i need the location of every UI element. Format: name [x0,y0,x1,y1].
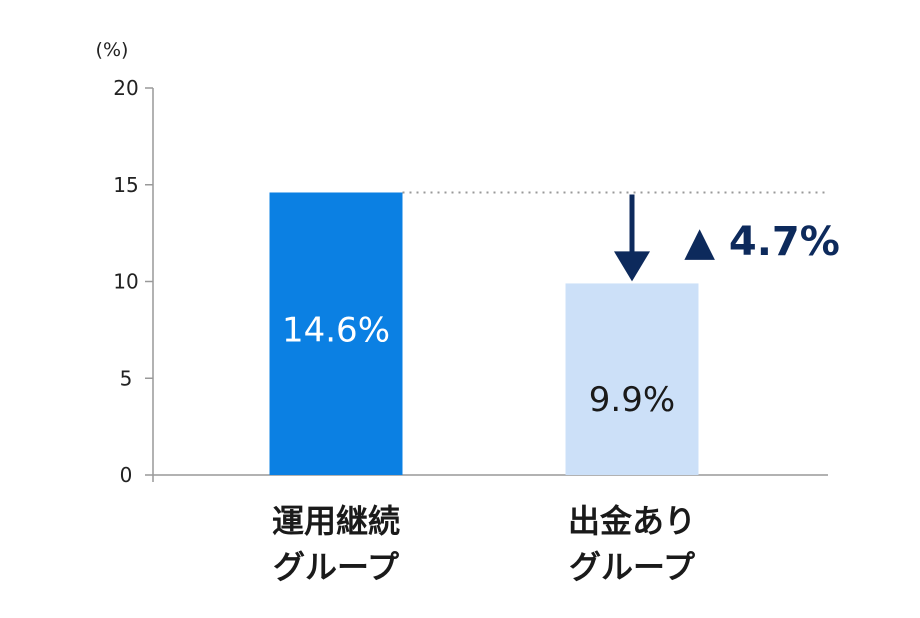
category-label-line2: グループ [569,548,696,586]
y-tick-label: 15 [113,173,138,197]
category-label-line2: グループ [273,548,400,586]
bar-1 [269,192,403,476]
category-label-line1: 運用継続 [272,502,400,540]
y-axis-ticks: 0 5 10 15 20 [113,76,153,487]
bar-value-label: 14.6% [282,311,390,351]
difference-label: ▲ 4.7% [684,219,840,265]
y-axis-unit: (%) [96,39,129,61]
bars-group: 14.6% 9.9% [269,192,699,476]
decrease-arrow-head [614,251,650,282]
y-tick-label: 0 [120,463,133,487]
category-label-line1: 出金あり [568,502,696,540]
bar-value-label: 9.9% [589,380,675,420]
bar-2 [565,283,699,475]
y-tick-label: 10 [113,270,138,294]
y-tick-label: 20 [113,76,138,100]
y-tick-label: 5 [120,366,133,390]
